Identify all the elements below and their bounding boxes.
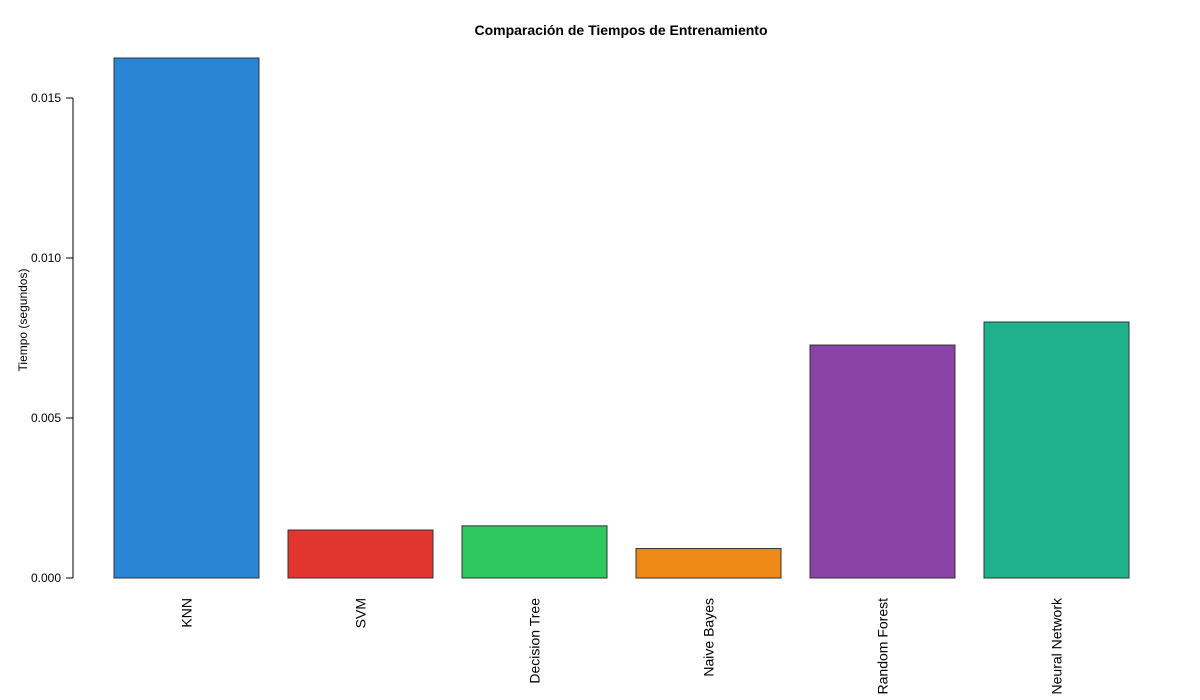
x-category-label: SVM	[353, 598, 369, 628]
x-category-label: Neural Network	[1049, 597, 1065, 694]
bar-knn	[113, 57, 260, 579]
x-category-label: Naive Bayes	[701, 598, 717, 677]
chart-title: Comparación de Tiempos de Entrenamiento	[474, 22, 767, 38]
y-tick-label: 0.000	[31, 571, 61, 585]
x-category-label: Decision Tree	[527, 598, 543, 684]
bar-neural-network	[983, 321, 1130, 579]
bar-svm	[287, 529, 434, 579]
bars	[113, 57, 1130, 579]
x-axis-category-labels: KNN SVM Decision Tree Naive Bayes Random For…	[179, 597, 1065, 694]
x-category-label: Random Forest	[875, 598, 891, 695]
y-tick-label: 0.010	[31, 251, 61, 265]
y-tick-label: 0.005	[31, 411, 61, 425]
bar-random-forest	[809, 344, 956, 579]
bar-decision-tree	[461, 525, 608, 579]
y-axis-ticks: 0.000 0.005 0.010 0.015	[31, 91, 73, 585]
y-tick-label: 0.015	[31, 91, 61, 105]
bar-naive-bayes	[635, 548, 782, 579]
x-category-label: KNN	[179, 598, 195, 628]
y-axis-label: Tiempo (segundos)	[16, 269, 30, 372]
